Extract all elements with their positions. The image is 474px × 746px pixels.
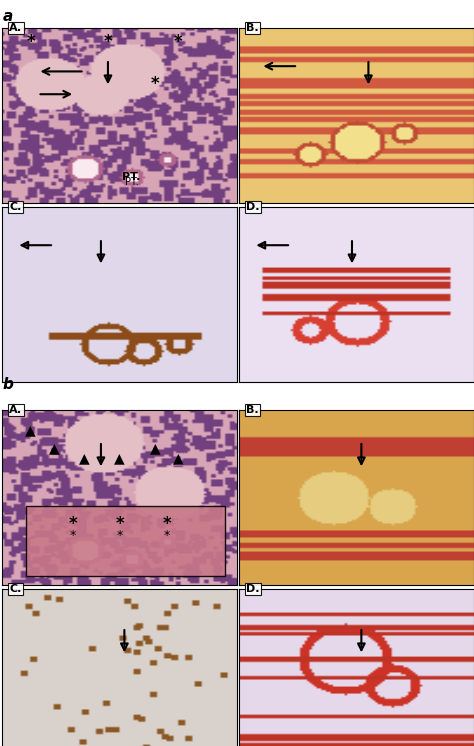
Text: a: a bbox=[2, 9, 13, 24]
Text: *: * bbox=[68, 515, 77, 533]
Text: C.: C. bbox=[9, 584, 22, 594]
Text: *: * bbox=[117, 529, 123, 542]
Text: C.: C. bbox=[9, 202, 22, 212]
Text: B.: B. bbox=[246, 405, 259, 415]
Text: *: * bbox=[162, 515, 171, 533]
Text: ▲: ▲ bbox=[173, 451, 183, 466]
Text: *: * bbox=[70, 529, 76, 542]
Text: *: * bbox=[151, 75, 159, 93]
Text: ▲: ▲ bbox=[49, 441, 59, 455]
Text: ▲: ▲ bbox=[79, 451, 90, 466]
Text: ▲: ▲ bbox=[114, 451, 125, 466]
Text: *: * bbox=[164, 529, 170, 542]
Text: D.: D. bbox=[246, 584, 260, 594]
Text: ▲: ▲ bbox=[150, 441, 160, 455]
Text: b: b bbox=[2, 377, 13, 392]
Text: B.: B. bbox=[246, 23, 259, 33]
Text: PT.: PT. bbox=[125, 177, 138, 187]
Text: A.: A. bbox=[9, 23, 23, 33]
Text: *: * bbox=[174, 33, 182, 51]
Text: *: * bbox=[26, 33, 35, 51]
Bar bbox=[26, 506, 225, 576]
Text: A.: A. bbox=[9, 405, 23, 415]
Text: *: * bbox=[115, 515, 124, 533]
Text: *: * bbox=[104, 33, 112, 51]
Text: D.: D. bbox=[246, 202, 260, 212]
Text: PT.: PT. bbox=[122, 172, 141, 181]
Text: ▲: ▲ bbox=[25, 424, 36, 438]
